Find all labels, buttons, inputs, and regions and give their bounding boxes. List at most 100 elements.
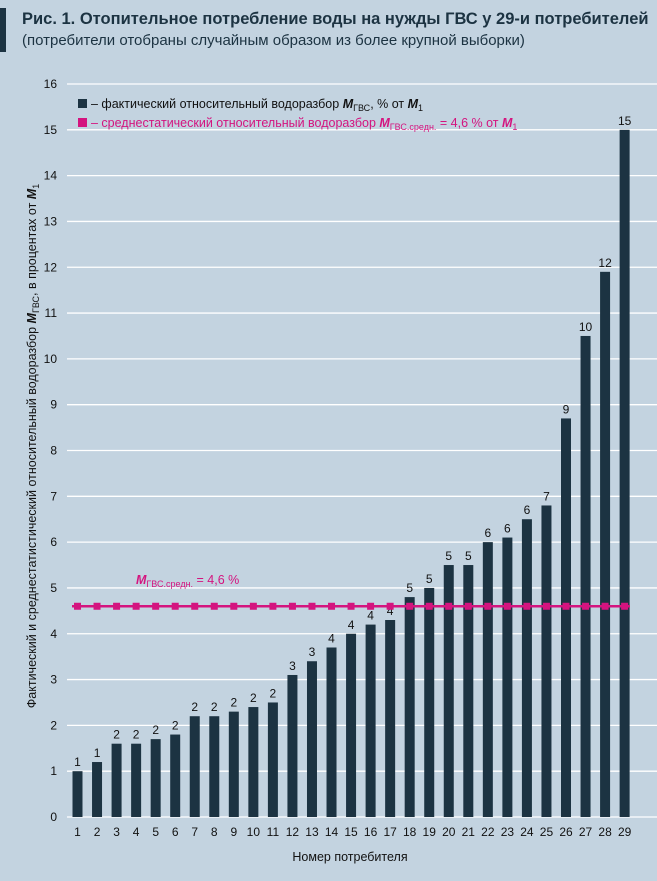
bar-value-label: 2 [230, 696, 237, 710]
bar [521, 519, 532, 817]
bar-value-label: 6 [504, 522, 511, 536]
x-tick-label: 20 [442, 825, 456, 839]
x-tick-label: 29 [618, 825, 632, 839]
bar-value-label: 10 [579, 320, 593, 334]
mean-marker [621, 602, 629, 610]
y-tick-label: 4 [50, 627, 57, 641]
bar-value-label: 15 [618, 114, 632, 128]
bar-value-label: 5 [465, 549, 472, 563]
x-tick-label: 26 [559, 825, 573, 839]
x-tick-label: 8 [211, 825, 218, 839]
x-axis-ticks: 1 2 3 4 5 6 7 8 9 10 11 12 13 14 15 16 17 18 19 20 21 22 23 24 2… [74, 825, 631, 839]
bar-series [72, 129, 630, 817]
mean-marker [113, 602, 121, 610]
bar [150, 739, 161, 817]
x-tick-label: 23 [501, 825, 515, 839]
x-tick-label: 25 [540, 825, 554, 839]
mean-marker [406, 602, 414, 610]
x-tick-label: 2 [94, 825, 101, 839]
bar-value-label: 4 [367, 609, 374, 623]
bar-value-label: 1 [74, 755, 81, 769]
y-tick-label: 12 [44, 260, 58, 274]
y-tick-label: 10 [44, 352, 58, 366]
bar [189, 716, 200, 817]
figure-subtitle: (потребители отобраны случайным образом … [22, 32, 525, 49]
mean-marker [249, 602, 257, 610]
bar [424, 587, 435, 817]
mean-marker [288, 602, 296, 610]
mean-annotation: MГВС.средн. = 4,6 % [136, 573, 239, 589]
bar [463, 565, 474, 817]
mean-line-group [72, 602, 630, 610]
bar-value-label: 4 [328, 631, 335, 645]
x-tick-label: 28 [598, 825, 612, 839]
bar-value-label: 6 [524, 503, 531, 517]
bar-value-label: 5 [426, 572, 433, 586]
bar [482, 542, 493, 817]
legend-bar-swatch [78, 99, 87, 108]
bar [346, 633, 357, 817]
x-tick-label: 10 [247, 825, 261, 839]
bar-value-label: 2 [270, 686, 277, 700]
x-tick-label: 12 [286, 825, 300, 839]
bar-value-label: 2 [133, 728, 140, 742]
y-axis-label: Фактический и среднестатистический относ… [25, 184, 41, 708]
legend-mean-text: – среднестатический относительный водора… [91, 116, 517, 132]
bar-value-label: 2 [191, 700, 198, 714]
bar [287, 674, 298, 817]
y-tick-label: 13 [44, 214, 58, 228]
bar-value-label: 5 [406, 581, 413, 595]
bar-value-label: 2 [172, 719, 179, 733]
bar [92, 762, 103, 817]
bar [326, 647, 337, 817]
x-tick-label: 14 [325, 825, 339, 839]
bar [443, 565, 454, 817]
y-tick-label: 7 [50, 489, 57, 503]
mean-marker [542, 602, 550, 610]
bar [170, 734, 181, 817]
x-tick-label: 11 [267, 825, 280, 839]
x-tick-label: 9 [230, 825, 237, 839]
bar [619, 129, 630, 817]
bar-value-label: 7 [543, 489, 550, 503]
x-tick-label: 18 [403, 825, 417, 839]
mean-marker [386, 602, 394, 610]
bar [111, 743, 122, 817]
bar [385, 620, 396, 817]
mean-marker [132, 602, 140, 610]
x-tick-label: 7 [191, 825, 198, 839]
x-axis-label: Номер потребителя [292, 850, 407, 864]
mean-marker [152, 602, 160, 610]
x-tick-label: 15 [344, 825, 358, 839]
bar-value-label: 1 [94, 746, 101, 760]
bar-value-label: 3 [309, 645, 316, 659]
mean-marker [328, 602, 336, 610]
y-tick-label: 9 [50, 398, 57, 412]
title-accent-bar [0, 8, 6, 52]
bar [561, 418, 571, 817]
x-tick-label: 4 [133, 825, 140, 839]
x-tick-label: 13 [305, 825, 319, 839]
mean-marker [171, 602, 179, 610]
bar-value-label: 2 [250, 691, 257, 705]
bar-value-label: 2 [113, 728, 120, 742]
y-tick-label: 0 [50, 810, 57, 824]
y-tick-label: 8 [50, 444, 57, 458]
y-tick-label: 2 [50, 718, 57, 732]
x-tick-label: 22 [481, 825, 495, 839]
bar [502, 537, 513, 817]
mean-marker [269, 602, 277, 610]
bar [267, 702, 278, 817]
legend-mean-swatch [78, 118, 87, 127]
bar-value-label: 4 [348, 618, 355, 632]
mean-marker [464, 602, 472, 610]
mean-marker [210, 602, 218, 610]
y-tick-label: 6 [50, 535, 57, 549]
bar [541, 505, 552, 817]
mean-marker [582, 602, 590, 610]
y-tick-label: 3 [50, 673, 57, 687]
y-tick-label: 1 [50, 764, 57, 778]
